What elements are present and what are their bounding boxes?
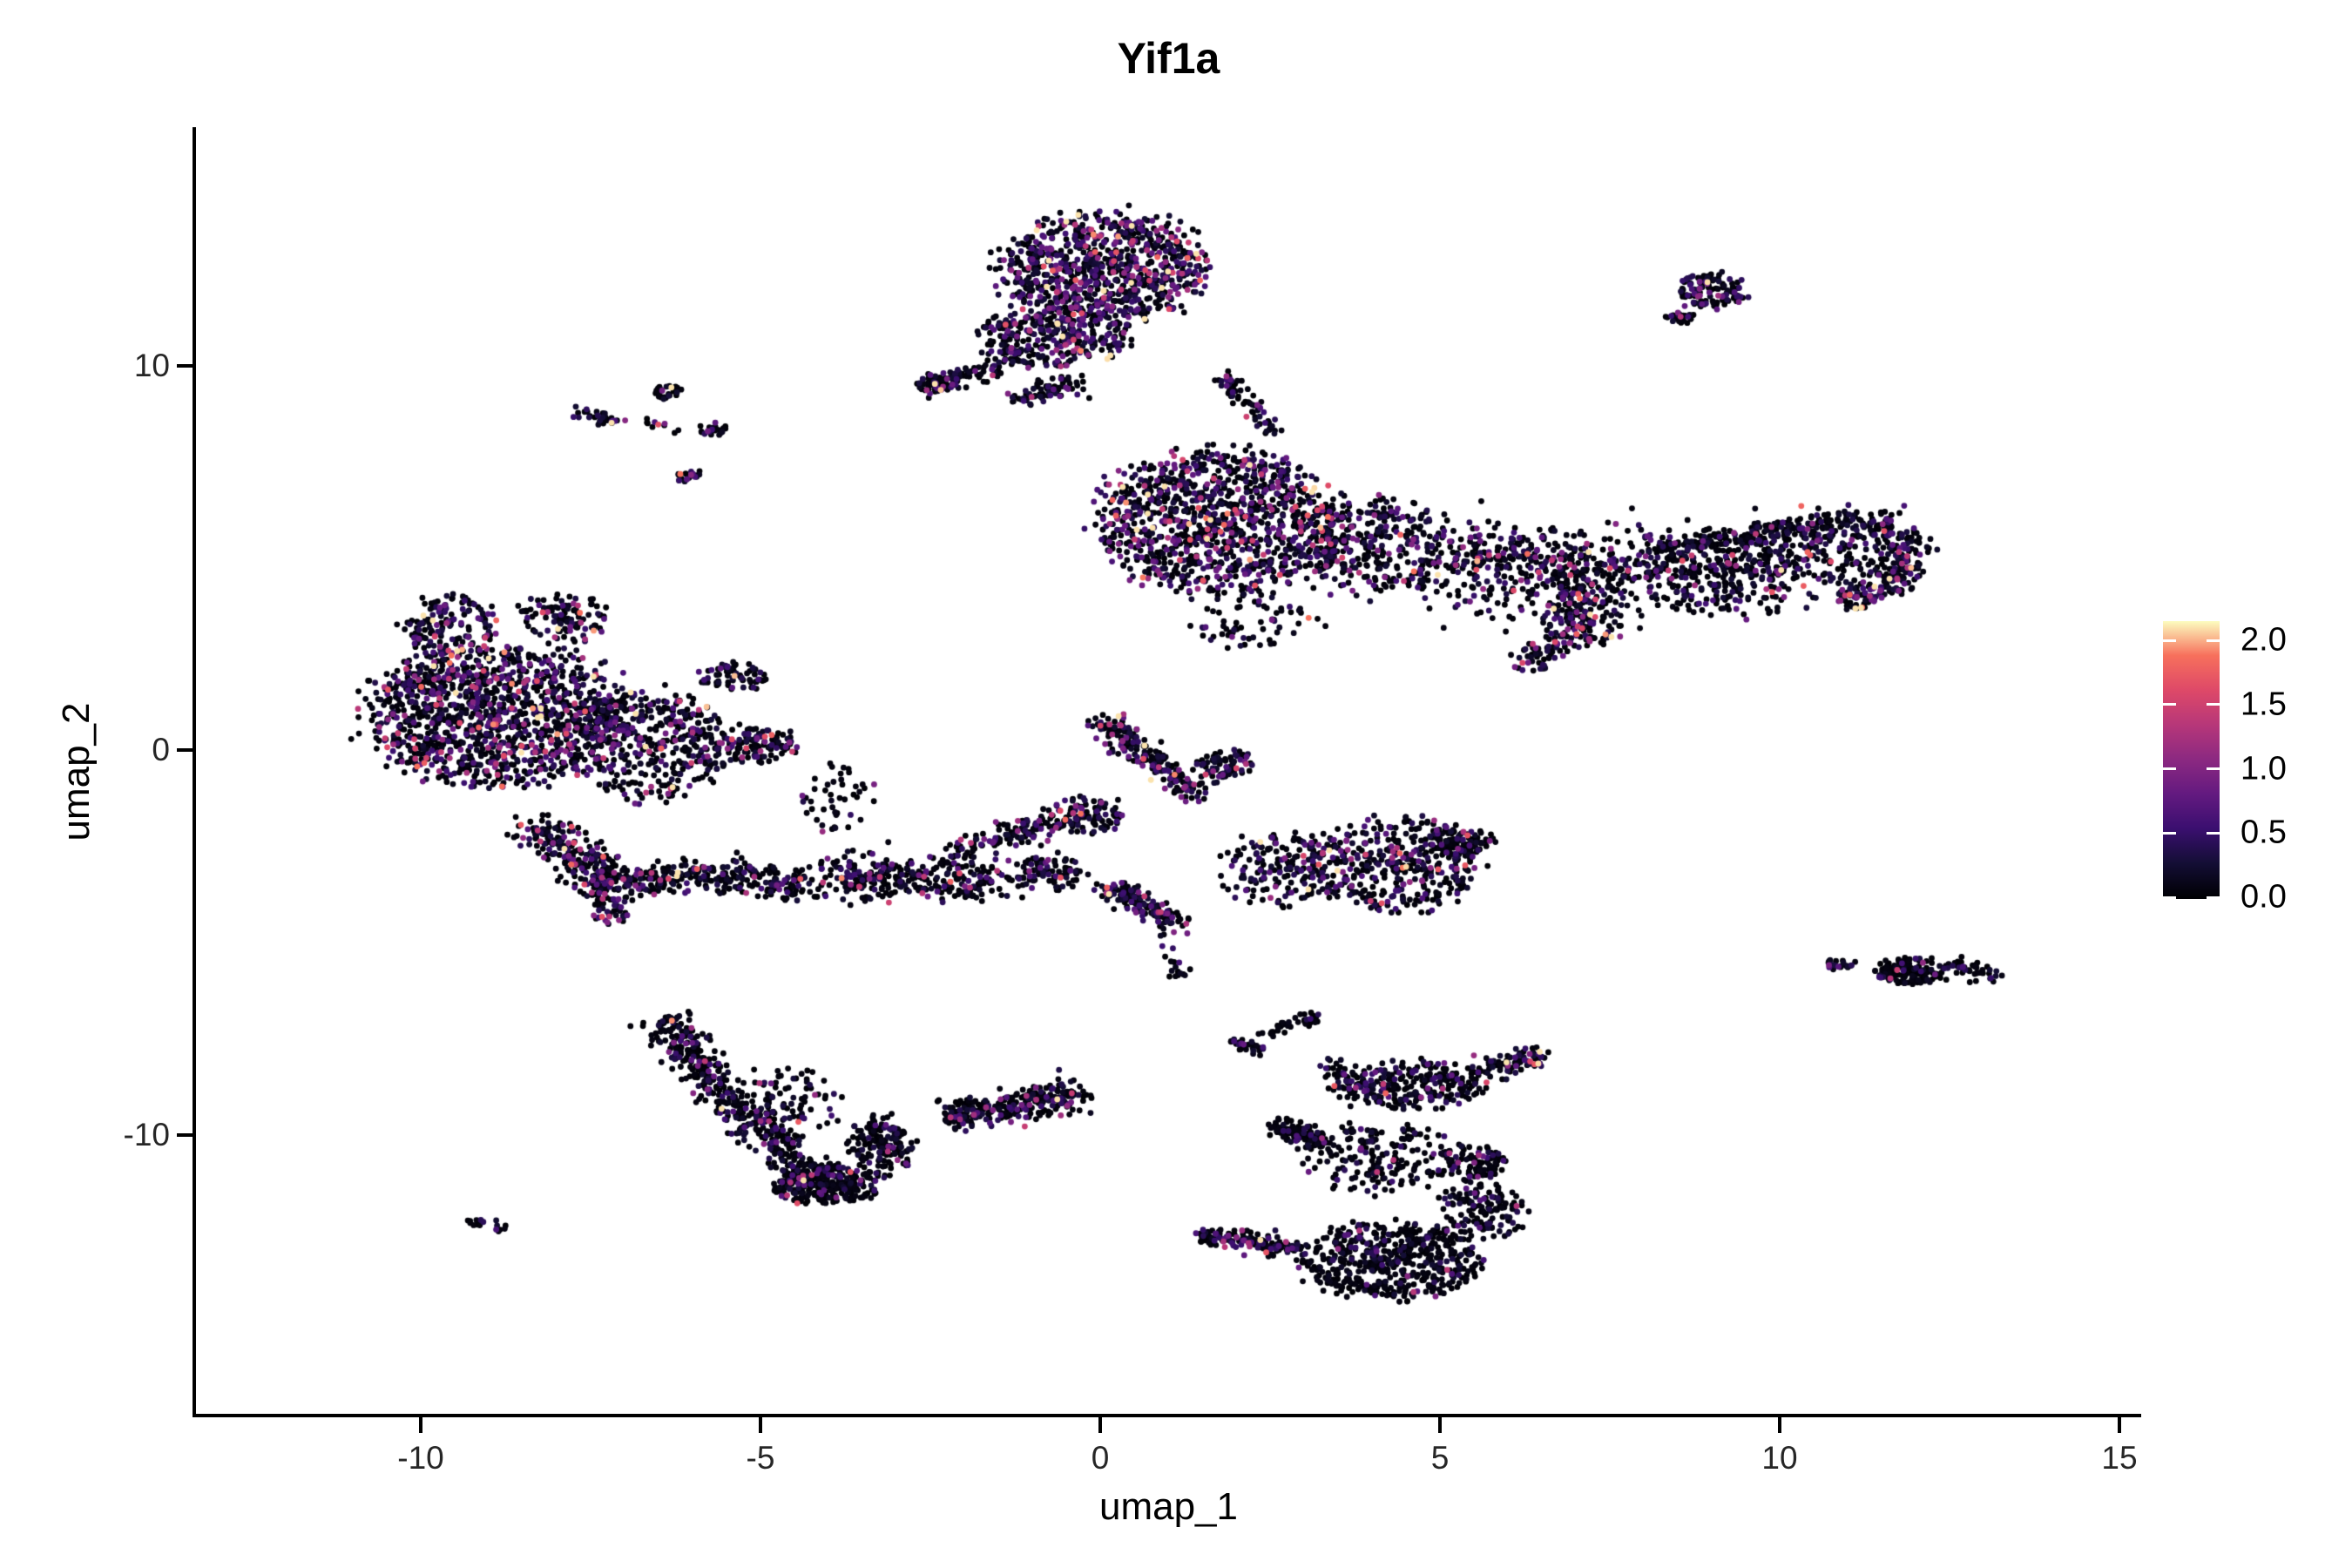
colorbar-tickmark — [2207, 639, 2220, 642]
colorbar-tickmark — [2163, 767, 2176, 770]
x-tickmark — [1438, 1417, 1442, 1433]
x-ticklabel: 10 — [1761, 1440, 1798, 1476]
colorbar-ticklabel: 1.0 — [2240, 750, 2287, 787]
x-ticklabel: -5 — [746, 1440, 775, 1476]
x-tickmark — [419, 1417, 422, 1433]
y-ticklabel: -10 — [123, 1116, 170, 1152]
colorbar-tickmark — [2207, 831, 2220, 835]
colorbar-tickmark — [2163, 639, 2176, 642]
plot-title: Yif1a — [1117, 34, 1220, 83]
x-ticklabel: 15 — [2101, 1440, 2138, 1476]
x-tickmark — [1778, 1417, 1781, 1433]
colorbar-tickmark — [2163, 703, 2176, 706]
colorbar-tickmark — [2163, 831, 2176, 835]
y-axis-title: umap_2 — [55, 702, 98, 841]
y-tickmark — [177, 363, 193, 368]
x-tickmark — [759, 1417, 762, 1433]
colorbar-tickmark — [2163, 896, 2176, 899]
colorbar-ticklabel: 0.0 — [2240, 878, 2287, 916]
colorbar-gradient — [2163, 621, 2220, 899]
colorbar-ticklabel: 1.5 — [2240, 686, 2287, 723]
x-ticklabel: -10 — [397, 1440, 444, 1476]
colorbar-ticklabel: 2.0 — [2240, 621, 2287, 659]
y-ticklabel: 0 — [152, 732, 170, 767]
x-tickmark — [1098, 1417, 1102, 1433]
colorbar-tickmark — [2207, 767, 2220, 770]
y-tickmark — [177, 1132, 193, 1137]
x-tickmark — [2118, 1417, 2121, 1433]
colorbar-tickmark — [2207, 896, 2220, 899]
x-ticklabel: 0 — [1091, 1440, 1110, 1476]
y-ticklabel: 10 — [133, 347, 170, 383]
colorbar-tickmark — [2207, 703, 2220, 706]
x-ticklabel: 5 — [1430, 1440, 1450, 1476]
colorbar-ticklabel: 0.5 — [2240, 814, 2287, 851]
x-axis-title: umap_1 — [1098, 1485, 1238, 1528]
x-axis-line — [193, 1414, 2141, 1417]
y-tickmark — [177, 748, 193, 752]
y-axis-line — [193, 127, 196, 1417]
